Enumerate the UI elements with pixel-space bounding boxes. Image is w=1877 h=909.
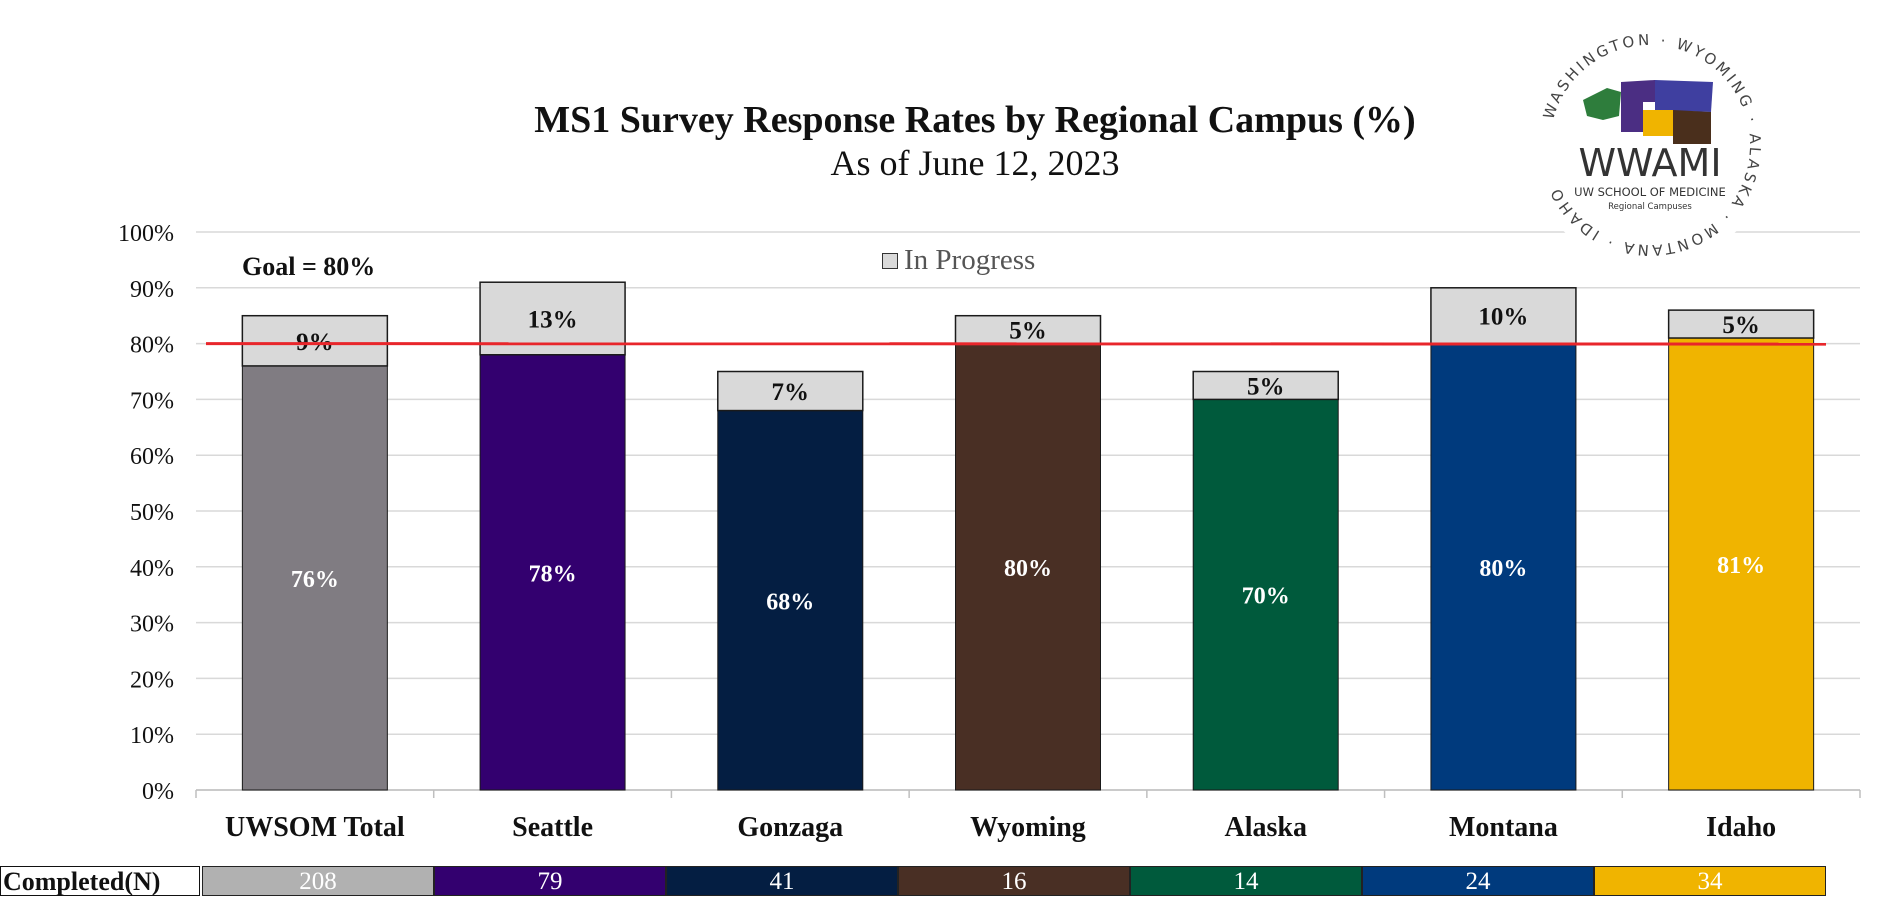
table-cell-completed: 16 [898, 866, 1130, 896]
bar-completed [241, 365, 388, 791]
goal-label: Goal = 80% [242, 252, 376, 281]
chart-subtitle: As of June 12, 2023 [830, 143, 1120, 183]
y-tick-label: 20% [130, 667, 174, 693]
x-tick-label: Wyoming [970, 812, 1086, 843]
bar-chart: 0%10%20%30%40%50%60%70%80%90%100%76%9%UW… [118, 221, 1861, 843]
x-tick-label: Alaska [1224, 812, 1306, 843]
data-label-in-progress: 5% [1247, 373, 1285, 400]
goal-line [205, 342, 1827, 346]
data-label-completed: 78% [529, 561, 577, 587]
svg-text:Regional Campuses: Regional Campuses [1608, 202, 1692, 212]
table-cell-completed: 14 [1130, 866, 1362, 896]
chart-title: MS1 Survey Response Rates by Regional Ca… [534, 99, 1416, 141]
bar-in-progress [954, 314, 1102, 345]
bar-completed [717, 410, 864, 791]
bar-in-progress [1430, 287, 1577, 345]
y-tick-label: 50% [130, 500, 174, 526]
bar-in-progress [1667, 309, 1815, 339]
data-label-completed: 70% [1242, 584, 1290, 610]
data-label-in-progress: 10% [1478, 304, 1528, 331]
x-tick-label: Idaho [1706, 812, 1776, 843]
y-tick-label: 70% [130, 388, 174, 414]
data-label-completed: 81% [1717, 553, 1765, 579]
bar-completed [1430, 343, 1577, 791]
legend-label-in-progress: In Progress [904, 244, 1036, 276]
data-label-in-progress: 5% [1009, 318, 1047, 345]
legend-swatch-in-progress [882, 252, 898, 269]
y-tick-label: 60% [130, 444, 174, 470]
data-label-completed: 68% [766, 589, 814, 615]
bar-in-progress [717, 370, 864, 412]
y-tick-label: 10% [130, 723, 174, 749]
bar-in-progress [241, 314, 389, 367]
y-tick-label: 40% [130, 556, 174, 582]
svg-text:WWAMI: WWAMI [1578, 141, 1721, 185]
table-cell-completed: 24 [1362, 866, 1594, 896]
legend: In Progress [882, 244, 1035, 277]
y-tick-label: 100% [118, 221, 174, 247]
bar-completed [1668, 337, 1815, 791]
table-cell-completed: 208 [202, 866, 434, 896]
data-label-completed: 80% [1479, 556, 1527, 582]
data-label-completed: 80% [1004, 556, 1052, 582]
x-tick-label: Seattle [512, 812, 593, 843]
y-tick-label: 90% [130, 277, 174, 303]
x-tick-label: UWSOM Total [225, 812, 405, 843]
x-tick-label: Gonzaga [737, 812, 843, 843]
bar-in-progress [1192, 370, 1339, 401]
x-tick-label: Montana [1449, 812, 1558, 843]
table-cell-completed: 34 [1594, 866, 1826, 896]
data-label-in-progress: 13% [528, 306, 578, 333]
y-tick-label: 80% [130, 333, 174, 359]
data-label-in-progress: 5% [1722, 312, 1760, 339]
svg-text:UW SCHOOL OF MEDICINE: UW SCHOOL OF MEDICINE [1574, 185, 1726, 199]
y-tick-label: 0% [142, 779, 174, 805]
table-cell-completed: 79 [434, 866, 666, 896]
data-label-in-progress: 7% [772, 379, 810, 406]
data-label-completed: 76% [291, 567, 339, 593]
wwami-logo: WASHINGTON · WYOMING · ALASKA · MONTANA … [1528, 23, 1772, 267]
table-row-label: Completed(N) [0, 866, 200, 896]
y-tick-label: 30% [130, 612, 174, 638]
table-cell-completed: 41 [666, 866, 898, 896]
bar-completed [955, 343, 1101, 791]
bar-completed [1192, 398, 1339, 791]
